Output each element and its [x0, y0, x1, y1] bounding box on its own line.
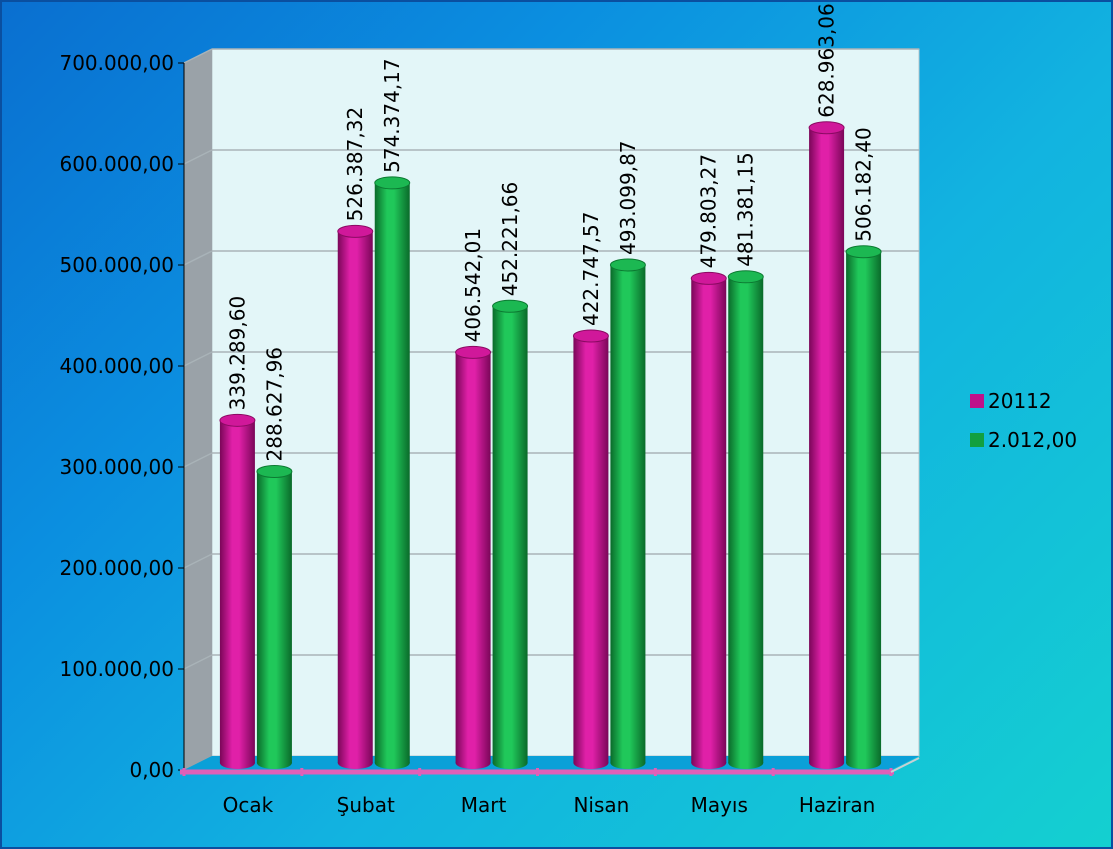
y-tick-label: 400.000,00 — [59, 354, 174, 378]
data-label: 406.542,01 — [461, 228, 485, 343]
bar-base — [337, 757, 373, 769]
bar-base — [610, 757, 646, 769]
bar — [374, 182, 410, 764]
bar — [492, 306, 528, 763]
legend-label-series-1: 20112 — [988, 389, 1052, 413]
gridline-side — [183, 48, 213, 64]
y-tick-label: 200.000,00 — [59, 556, 174, 580]
bar — [691, 278, 727, 763]
legend-swatch-series-2 — [970, 433, 984, 447]
data-label: 526.387,32 — [343, 107, 367, 222]
data-label: 288.627,96 — [262, 347, 286, 462]
y-tick-label: 600.000,00 — [59, 152, 174, 176]
bar — [455, 352, 491, 763]
data-label: 452.221,66 — [498, 182, 522, 297]
data-label: 339.289,60 — [225, 296, 249, 411]
x-tick-label: Nisan — [573, 793, 629, 817]
bar-base — [809, 757, 845, 769]
y-tick-label: 0,00 — [129, 758, 174, 782]
gridline-side — [183, 250, 213, 266]
bar-base — [691, 757, 727, 769]
bar-base — [492, 757, 528, 769]
bar-top — [609, 258, 646, 272]
x-tick-label: Mart — [461, 793, 507, 817]
legend-swatch-series-1 — [970, 394, 984, 408]
bar-top — [256, 464, 293, 478]
bar-top — [808, 121, 845, 135]
bar-top — [219, 413, 256, 427]
y-tick-label: 500.000,00 — [59, 253, 174, 277]
bar-base — [455, 757, 491, 769]
y-tick-label: 700.000,00 — [59, 51, 174, 75]
data-label: 422.747,57 — [579, 212, 603, 327]
data-label: 506.182,40 — [852, 127, 876, 242]
bar — [337, 231, 373, 763]
bar-base — [256, 757, 292, 769]
bar-base — [728, 757, 764, 769]
gridline-side — [183, 149, 213, 165]
x-tick-label: Ocak — [223, 793, 274, 817]
legend-item-series-2: 2.012,00 — [970, 427, 1077, 453]
data-label: 481.381,15 — [734, 152, 758, 267]
bar-top — [727, 270, 764, 284]
bar-base — [374, 757, 410, 769]
data-label: 479.803,27 — [697, 154, 721, 269]
legend-item-series-1: 20112 — [970, 388, 1077, 414]
bar-base — [846, 757, 882, 769]
data-label: 574.374,17 — [380, 58, 404, 173]
bar-base — [219, 757, 255, 769]
bar — [846, 251, 882, 763]
bar-top — [845, 245, 882, 259]
bar-top — [492, 299, 529, 313]
bar-top — [455, 345, 492, 359]
y-tick-label: 300.000,00 — [59, 455, 174, 479]
bar-top — [337, 224, 374, 238]
data-label: 493.099,87 — [616, 140, 640, 255]
legend-label-series-2: 2.012,00 — [988, 428, 1078, 452]
bar — [219, 420, 255, 763]
bar — [256, 471, 292, 763]
y-tick-label: 100.000,00 — [59, 657, 174, 681]
plot-floor — [184, 756, 919, 770]
gridline-side — [183, 654, 213, 670]
gridline-side — [183, 553, 213, 569]
data-label: 628.963,06 — [815, 3, 839, 118]
bar — [728, 276, 764, 763]
bar-top — [690, 271, 727, 285]
gridline-side — [183, 351, 213, 367]
bar — [610, 264, 646, 763]
bar-top — [572, 329, 609, 343]
gridline-side — [183, 452, 213, 468]
bar — [809, 127, 845, 763]
bar-base — [573, 757, 609, 769]
plot-side-wall — [184, 49, 212, 770]
x-tick-label: Şubat — [337, 793, 395, 817]
bar-top — [374, 176, 411, 190]
floor-edge — [890, 757, 920, 773]
legend: 20112 2.012,00 — [970, 388, 1077, 466]
x-tick-label: Haziran — [799, 793, 876, 817]
x-tick-label: Mayıs — [691, 793, 748, 817]
bar — [573, 336, 609, 763]
